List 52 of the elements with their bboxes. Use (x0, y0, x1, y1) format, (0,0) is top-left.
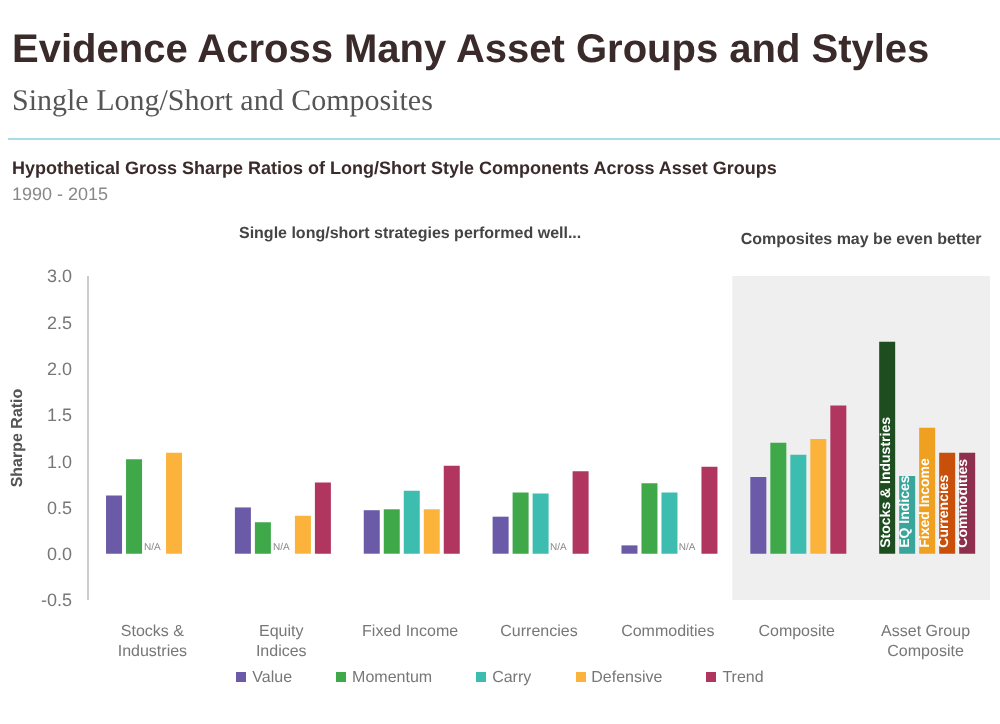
x-tick-label: Currencies (500, 622, 578, 640)
bar (661, 492, 678, 554)
x-tick-label: Fixed Income (362, 622, 460, 640)
bar (254, 522, 271, 554)
x-tick-label: Equity Indices (255, 622, 307, 660)
y-tick-label: 1.0 (46, 451, 72, 472)
bar (532, 493, 549, 554)
legend-label: Carry (490, 668, 532, 686)
bar (492, 516, 509, 554)
legend-label: Momentum (350, 668, 433, 686)
chart-title: Evidence Across Many Asset Groups and Styles (12, 28, 930, 74)
y-tick-label: -0.5 (40, 590, 72, 611)
legend-label: Value (250, 668, 293, 686)
legend-label: Defensive (589, 668, 663, 686)
y-tick-label: 0.0 (46, 544, 72, 565)
bar (770, 442, 787, 554)
bar (750, 476, 767, 554)
bar (621, 545, 638, 554)
chart-subtitle: Single Long/Short and Composites (12, 86, 433, 120)
bar (106, 495, 123, 554)
x-tick-label: Stocks & Industries (117, 622, 188, 660)
text: Single long/short strategies performed well... (236, 224, 584, 242)
text: Hypothetical Gross Sharpe Ratios of Long/Short Style Components Across Asset Groups (12, 158, 777, 178)
y-tick-label: 2.0 (46, 358, 72, 379)
bar (403, 490, 420, 554)
y-tick-label: 3.0 (46, 266, 72, 287)
bar (810, 438, 827, 554)
bar (641, 483, 658, 554)
bar (166, 452, 183, 554)
text: 1990 - 2015 (12, 184, 109, 204)
bar (443, 465, 460, 554)
y-tick-label: 1.5 (46, 405, 72, 426)
bar (383, 509, 400, 554)
bar (126, 459, 143, 554)
bar (790, 454, 807, 554)
x-tick-label: Asset Group Composite (881, 622, 972, 660)
bar (294, 515, 311, 554)
bar (363, 510, 380, 554)
y-tick-label: 2.5 (46, 312, 72, 333)
bar (512, 492, 529, 554)
bar (701, 466, 718, 554)
text: Composites may be even better (738, 230, 984, 248)
y-axis-title: Sharpe Ratio (7, 388, 26, 488)
bar (830, 405, 847, 554)
x-tick-label: Commodities (621, 622, 715, 640)
bar (423, 509, 440, 554)
x-tick-label: Composite (758, 622, 837, 640)
bar (314, 482, 331, 554)
bar (572, 471, 589, 554)
legend-label: Trend (720, 668, 764, 686)
bar (234, 507, 251, 554)
y-tick-label: 0.5 (46, 497, 72, 518)
